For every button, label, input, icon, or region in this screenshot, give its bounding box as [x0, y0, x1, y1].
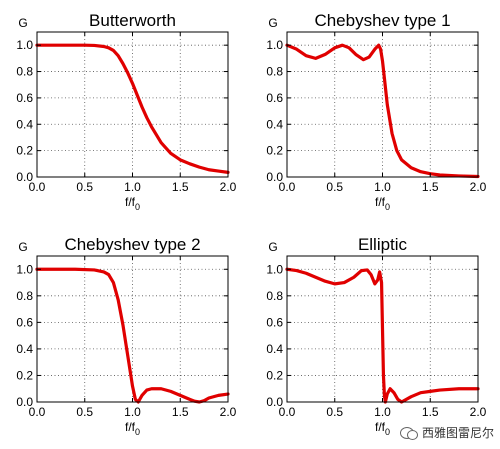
x-axis-label: f/f0: [125, 195, 140, 212]
y-tick-label: 0.4: [266, 342, 283, 356]
panel-title: Chebyshev type 2: [64, 235, 200, 254]
y-tick-label: 0.2: [266, 368, 283, 382]
panel-2: 0.0 0.5 1.0 1.5 2.0 0.0 0.2 0.4 0.6 0.8 1.0 Chebysh…: [266, 11, 486, 212]
y-axis-label: G: [268, 240, 277, 254]
x-tick-label: 2.0: [470, 180, 487, 194]
x-tick-label: 0.0: [29, 180, 46, 194]
panel-title: Butterworth: [89, 11, 176, 30]
y-tick-label: 0.2: [16, 144, 33, 158]
series-line: [35, 267, 230, 404]
y-tick-label: 0.6: [16, 91, 33, 105]
y-tick-label: 1.0: [16, 38, 33, 52]
x-tick-label: 2.0: [220, 180, 237, 194]
series-line: [285, 267, 480, 404]
y-tick-label: 0.8: [266, 289, 283, 303]
y-axis-label: G: [18, 240, 27, 254]
x-tick-label: 1.0: [124, 405, 141, 419]
x-tick-label: 1.5: [172, 405, 189, 419]
x-tick-label: 1.5: [172, 180, 189, 194]
x-tick-label: 0.5: [326, 405, 343, 419]
watermark: 西雅图雷尼尔: [399, 424, 494, 441]
y-tick-label: 0.4: [266, 117, 283, 131]
x-axis-label: f/f0: [375, 195, 390, 212]
y-tick-label: 0.0: [16, 170, 33, 184]
y-tick-label: 0.8: [16, 65, 33, 79]
y-tick-label: 0.8: [266, 65, 283, 79]
x-tick-label: 0.0: [29, 405, 46, 419]
y-tick-label: 0.0: [266, 395, 283, 409]
x-tick-label: 2.0: [220, 405, 237, 419]
x-tick-label: 1.5: [422, 405, 439, 419]
y-tick-label: 0.6: [266, 315, 283, 329]
y-tick-label: 1.0: [266, 38, 283, 52]
y-tick-label: 0.2: [16, 368, 33, 382]
panel-3: 0.0 0.5 1.0 1.5 2.0 0.0 0.2 0.4 0.6 0.8 1.0 Chebysh…: [16, 235, 236, 437]
y-tick-label: 0.0: [16, 395, 33, 409]
x-tick-label: 1.0: [374, 180, 391, 194]
y-tick-label: 0.4: [16, 117, 33, 131]
panel-title: Chebyshev type 1: [314, 11, 450, 30]
y-tick-label: 1.0: [266, 262, 283, 276]
x-axis-label: f/f0: [125, 420, 140, 437]
x-tick-label: 0.0: [279, 180, 296, 194]
y-tick-label: 0.8: [16, 289, 33, 303]
panel-1: 0.0 0.5 1.0 1.5 2.0 0.0 0.2 0.4 0.6 0.8 1.0 Butterw…: [16, 11, 236, 212]
y-tick-label: 0.6: [266, 91, 283, 105]
x-tick-label: 0.5: [76, 405, 93, 419]
panel-title: Elliptic: [358, 235, 408, 254]
series-line: [285, 43, 480, 179]
watermark-text: 西雅图雷尼尔: [421, 426, 494, 440]
x-tick-label: 0.5: [76, 180, 93, 194]
x-axis-label: f/f0: [375, 420, 390, 437]
x-tick-label: 2.0: [470, 405, 487, 419]
y-axis-label: G: [268, 16, 277, 30]
y-tick-label: 0.4: [16, 342, 33, 356]
y-tick-label: 0.0: [266, 170, 283, 184]
y-axis-label: G: [18, 16, 27, 30]
y-tick-label: 0.2: [266, 144, 283, 158]
x-tick-label: 1.5: [422, 180, 439, 194]
series-line: [35, 43, 230, 174]
x-tick-label: 1.0: [124, 180, 141, 194]
x-tick-label: 0.5: [326, 180, 343, 194]
y-tick-label: 0.6: [16, 315, 33, 329]
x-tick-label: 1.0: [374, 405, 391, 419]
panel-4: 0.0 0.5 1.0 1.5 2.0 0.0 0.2 0.4 0.6 0.8 1.0 Ellipti…: [266, 235, 486, 437]
wechat-icon: [399, 425, 418, 441]
x-tick-label: 0.0: [279, 405, 296, 419]
y-tick-label: 1.0: [16, 262, 33, 276]
